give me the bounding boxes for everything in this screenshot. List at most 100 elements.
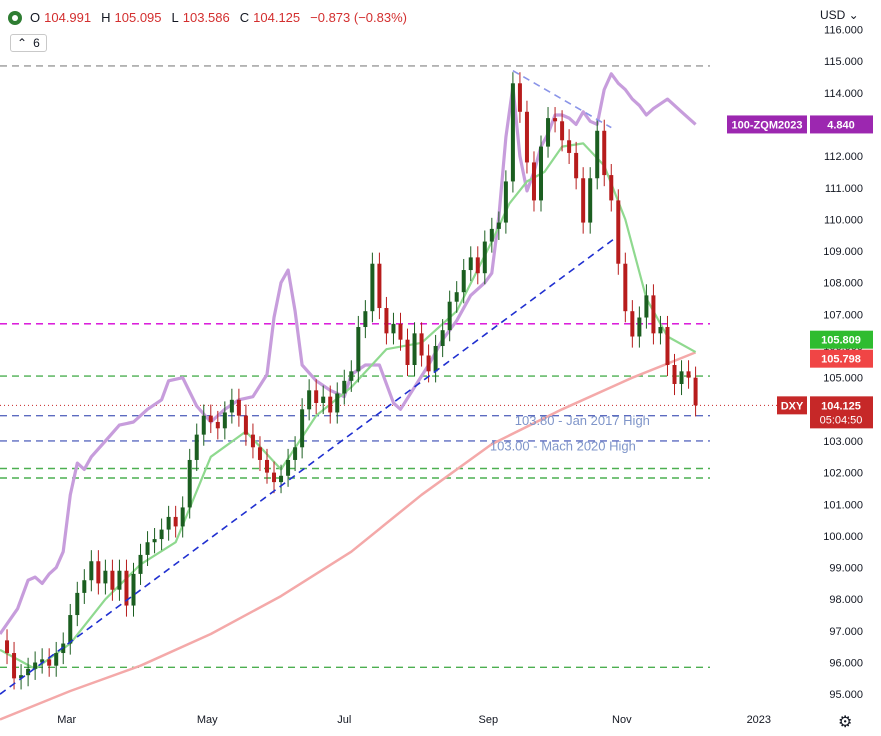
candle-body [12, 653, 17, 679]
candle-body [201, 415, 206, 435]
candle-body [314, 390, 319, 403]
candle-body [588, 178, 593, 223]
candle-body [75, 592, 80, 616]
indicators-toggle[interactable]: ⌃ 6 [10, 34, 47, 52]
candle-body [405, 339, 410, 365]
open-value: 104.991 [44, 10, 92, 25]
candle-body [567, 140, 572, 153]
candle-body [215, 421, 220, 429]
close-value: 104.125 [253, 10, 301, 25]
candle-body [419, 333, 424, 356]
time-axis[interactable]: Mar May Jul Sep Nov 2023 [57, 714, 771, 726]
y-tick-label: 101.000 [823, 499, 863, 511]
y-tick-label: 96.000 [829, 658, 863, 670]
candle-body [124, 570, 129, 606]
candle-body [293, 447, 298, 460]
candle-body [426, 355, 431, 372]
candle-body [82, 580, 87, 593]
candle-body [145, 542, 150, 555]
candle-body [138, 554, 143, 574]
candle-body [461, 270, 466, 293]
candle-body [602, 130, 607, 176]
candle-body [468, 257, 473, 271]
indicator-lines [0, 72, 697, 721]
candle-body [539, 146, 544, 201]
candle-body [447, 301, 452, 331]
candle-body [40, 659, 45, 663]
candle-body [482, 241, 487, 274]
candle-body [489, 228, 494, 242]
y-tick-label: 111.000 [825, 183, 863, 195]
candle-body [553, 118, 558, 122]
candle-body [560, 121, 565, 141]
candle-body [166, 516, 171, 530]
close-label: C [239, 10, 250, 25]
candle-body [335, 393, 340, 413]
candle-body [391, 323, 396, 334]
candle-body [321, 396, 326, 403]
candle-body [286, 459, 291, 476]
candle-body [356, 327, 361, 372]
eye-icon[interactable] [8, 10, 22, 25]
candle-body [623, 263, 628, 312]
candle-body [363, 311, 368, 328]
candle-body [187, 459, 192, 508]
annotations: 103.80 - Jan 2017 High 103.00 - Mach 2020… [490, 413, 650, 453]
candle-body [264, 459, 269, 473]
candle-body [609, 175, 614, 201]
price-tag-value: 104.125 [821, 400, 861, 412]
low-value: 103.586 [182, 10, 230, 25]
candle-body [503, 181, 508, 223]
candle-body [307, 390, 312, 410]
y-tick-label: 112.000 [824, 151, 863, 163]
candles [5, 72, 698, 690]
y-tick-label: 109.000 [823, 246, 863, 258]
candle-body [173, 516, 178, 527]
candle-body [377, 263, 382, 309]
x-tick-label: May [197, 714, 218, 726]
candle-body [180, 507, 185, 527]
y-tick-label: 105.000 [823, 373, 863, 385]
candle-body [208, 415, 213, 422]
candle-body [412, 333, 417, 365]
chevron-up-icon: ⌃ [17, 36, 28, 50]
y-tick-label: 100.000 [823, 531, 863, 543]
y-tick-label: 98.000 [829, 594, 863, 606]
candle-body [672, 365, 677, 384]
candle-body [328, 396, 333, 413]
candle-body [236, 399, 241, 416]
candle-body [159, 529, 164, 540]
price-tag-bg [810, 396, 873, 429]
x-tick-label: 2023 [747, 714, 771, 726]
gear-icon[interactable]: ⚙ [838, 714, 853, 731]
candle-body [110, 570, 115, 590]
candle-body [279, 475, 284, 483]
currency-selector[interactable]: USD ⌄ [820, 8, 859, 22]
candle-body [651, 295, 656, 334]
candle-body [679, 371, 684, 384]
candle-body [433, 346, 438, 372]
ohlc-legend: O 104.991 H 105.095 L 103.586 C 104.125 −0.8… [8, 10, 413, 25]
high-value: 105.095 [114, 10, 162, 25]
candle-body [693, 377, 698, 406]
candle-body [342, 380, 347, 394]
price-tag-value: 105.798 [821, 354, 861, 366]
candle-body [300, 409, 305, 448]
countdown-value: 05:04:50 [820, 414, 863, 426]
candle-body [152, 539, 157, 543]
candle-body [19, 675, 24, 679]
y-tick-label: 108.000 [823, 278, 863, 290]
change-value: −0.873 (−0.83%) [310, 10, 407, 25]
candle-body [510, 83, 515, 182]
y-tick-label: 95.000 [829, 689, 863, 701]
x-tick-label: Nov [612, 714, 632, 726]
candle-body [686, 371, 691, 378]
candle-body [630, 311, 635, 337]
zqm-line [0, 72, 697, 635]
candle-body [89, 561, 94, 581]
candle-body [475, 257, 480, 274]
candle-body [103, 570, 108, 584]
series-tag-bg [777, 396, 807, 415]
trendline [0, 237, 616, 695]
